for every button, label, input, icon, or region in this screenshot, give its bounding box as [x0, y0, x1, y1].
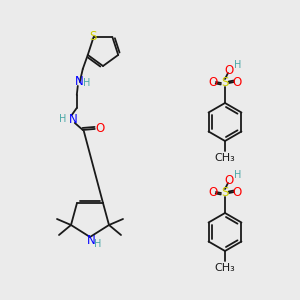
Text: H: H — [234, 170, 242, 180]
Text: S: S — [221, 76, 229, 89]
Text: O: O — [224, 173, 234, 187]
Text: H: H — [234, 60, 242, 70]
Text: N: N — [74, 75, 83, 88]
Text: O: O — [95, 122, 104, 135]
Text: CH₃: CH₃ — [214, 153, 236, 163]
Text: O: O — [208, 185, 217, 199]
Text: O: O — [232, 185, 242, 199]
Text: O: O — [208, 76, 217, 88]
Text: O: O — [232, 76, 242, 88]
Text: N: N — [68, 113, 77, 126]
Text: H: H — [83, 78, 91, 88]
Text: H: H — [94, 239, 102, 249]
Text: CH₃: CH₃ — [214, 263, 236, 273]
Text: S: S — [221, 187, 229, 200]
Text: O: O — [224, 64, 234, 76]
Text: H: H — [59, 114, 67, 124]
Text: N: N — [87, 235, 95, 248]
Text: S: S — [89, 30, 96, 43]
